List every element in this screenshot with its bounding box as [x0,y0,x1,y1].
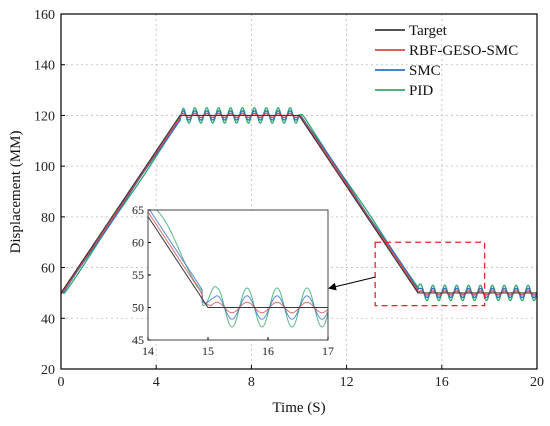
inset-line-pid [155,210,328,328]
y-tick-label: 40 [41,312,55,327]
x-tick-label: 0 [58,375,65,390]
legend-label: SMC [409,63,441,79]
inset-y-tick-label: 65 [132,203,144,217]
legend: Target RBF-GESO-SMC SMC PID [375,23,518,99]
zoom-box [374,241,486,307]
inset-line-rbf-geso-smc [148,211,328,314]
x-tick-label: 12 [340,375,354,390]
x-tick-label: 20 [530,375,544,390]
y-tick-label: 20 [41,363,55,378]
y-tick-label: 120 [34,109,55,124]
inset-x-tick-label: 15 [202,344,214,358]
x-tick-label: 16 [435,375,449,390]
y-tick-label: 60 [41,262,55,277]
inset-y-tick-label: 60 [132,236,144,250]
x-tick-label: 4 [153,375,160,390]
inset-y-tick-label: 45 [132,333,144,347]
y-tick-label: 80 [41,211,55,226]
inset-y-tick-label: 50 [132,301,144,315]
inset-x-tick-label: 16 [262,344,274,358]
series-lines [60,107,538,302]
series-line-pid [60,107,538,302]
inset-x-tick-label: 17 [322,344,334,358]
y-axis-title: Displacement (MM) [8,131,24,254]
inset-x-tick-label: 14 [142,344,154,358]
series-line-target [60,114,537,294]
inset-chart: 14 15 16 17 45 50 55 60 65 [132,203,334,358]
inset-y-tick-label: 55 [132,268,144,282]
legend-label: Target [409,23,448,39]
zoom-indicator [328,241,486,307]
plot-frame [60,13,538,370]
inset-line-target [148,216,328,308]
legend-label: RBF-GESO-SMC [409,43,518,59]
axis-ticks: 0 4 8 12 16 20 20 40 60 80 100 120 140 160 [34,8,544,390]
x-tick-label: 8 [248,375,255,390]
y-tick-label: 140 [34,59,55,74]
y-tick-label: 160 [34,8,55,23]
inset-background [148,210,328,340]
legend-label: PID [409,83,433,99]
zoom-arrow [328,276,376,291]
y-tick-label: 100 [34,160,55,175]
inset-line-smc [149,210,328,320]
x-axis-title: Time (S) [272,400,325,416]
inset-lines [148,210,328,328]
